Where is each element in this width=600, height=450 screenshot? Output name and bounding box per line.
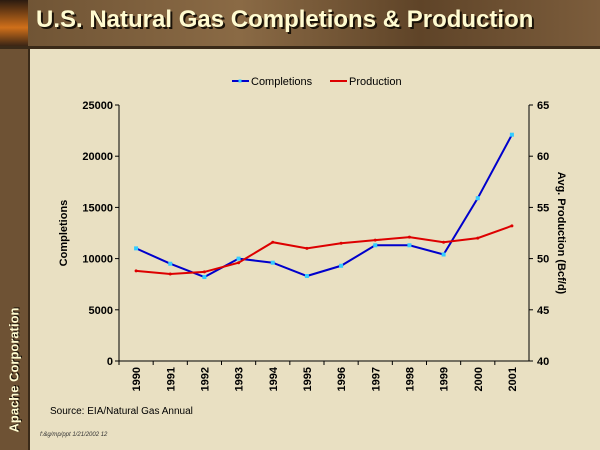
production-point (168, 272, 172, 276)
production-point (407, 235, 411, 239)
x-tick-label: 1994 (268, 366, 280, 391)
x-tick-label: 1992 (199, 367, 211, 391)
legend: Completions Production (232, 76, 402, 88)
x-tick-label: 1998 (404, 367, 416, 391)
y2-tick-label: 45 (537, 305, 549, 317)
y-tick-label: 5000 (89, 305, 113, 317)
y2-tick-label: 55 (537, 202, 549, 214)
production-point (510, 224, 514, 228)
y2-axis-label: Avg. Production (Bcf/d) (555, 172, 567, 295)
x-tick-label: 2000 (473, 367, 485, 391)
x-tick-label: 1993 (234, 367, 246, 391)
y-tick-label: 0 (107, 356, 113, 368)
y2-tick-label: 40 (537, 356, 549, 368)
completions-point (509, 132, 514, 137)
production-point (305, 246, 309, 250)
y-tick-label: 10000 (82, 254, 113, 266)
y2-tick-label: 50 (537, 254, 549, 266)
x-tick-label: 1991 (165, 367, 177, 391)
legend-completions-label: Completions (251, 76, 313, 88)
completions-point (168, 261, 173, 266)
y-tick-label: 15000 (82, 202, 113, 214)
completions-point (304, 274, 309, 279)
x-tick-label: 1996 (336, 367, 348, 391)
completions-point (202, 275, 207, 280)
production-point (476, 236, 480, 240)
completions-point (236, 256, 241, 261)
y-tick-label: 25000 (82, 100, 113, 112)
production-point (373, 238, 377, 242)
y-axis-label: Completions (58, 200, 70, 267)
production-point (134, 269, 138, 273)
completions-point (134, 246, 139, 251)
x-tick-label: 2001 (507, 367, 519, 391)
footer-code: f:&g/mp/ppt 1/21/2002 12 (40, 432, 108, 438)
completions-point (339, 263, 344, 268)
sidebar (0, 49, 30, 450)
completions-line (135, 134, 513, 279)
y2-tick-label: 65 (537, 100, 549, 112)
completions-point (270, 260, 275, 265)
title-bar: U.S. Natural Gas Completions & Productio… (0, 0, 600, 49)
x-tick-label: 1995 (302, 367, 314, 391)
production-point (339, 241, 343, 245)
x-tick-label: 1999 (439, 367, 451, 391)
production-point (202, 270, 206, 274)
slide-title: U.S. Natural Gas Completions & Productio… (36, 6, 534, 33)
oil-rig-logo-icon (0, 0, 28, 46)
completions-point (475, 196, 480, 201)
production-point (271, 240, 275, 244)
production-point (442, 240, 446, 244)
legend-production-label: Production (349, 76, 402, 88)
completions-point (441, 252, 446, 257)
y2-tick-label: 60 (537, 151, 549, 163)
x-tick-label: 1997 (370, 367, 382, 391)
x-tick-label: 1990 (131, 367, 143, 391)
chart-background (30, 49, 600, 450)
y-tick-label: 20000 (82, 151, 113, 163)
completions-point (407, 243, 412, 248)
completions-point (373, 243, 378, 248)
production-point (237, 261, 241, 265)
production-line (135, 224, 513, 275)
legend-completions-marker (238, 79, 242, 83)
source-note: Source: EIA/Natural Gas Annual (50, 406, 193, 417)
